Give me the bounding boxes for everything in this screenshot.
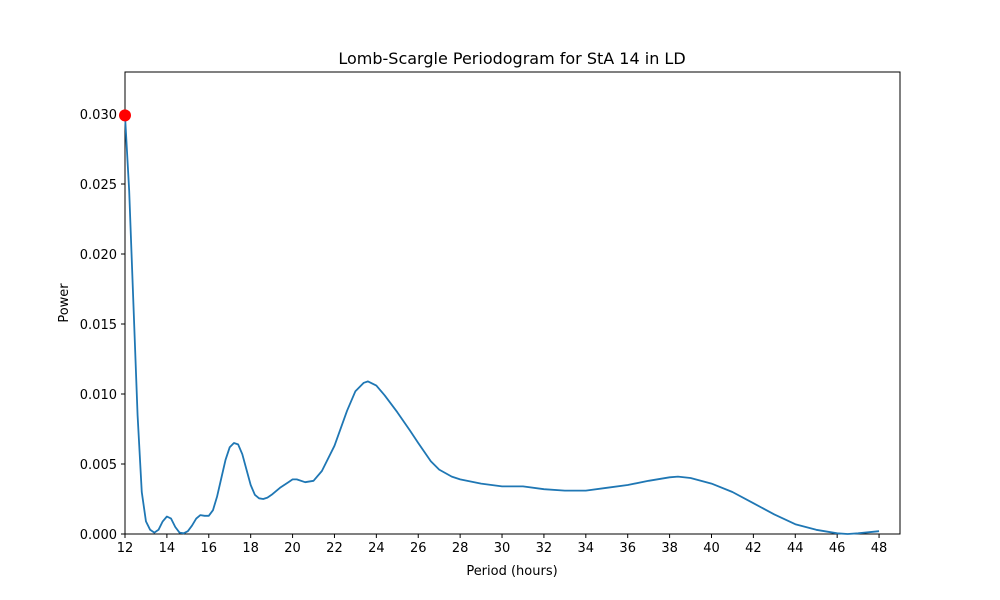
x-tick-label: 22 xyxy=(326,541,343,556)
y-tick-label: 0.010 xyxy=(80,388,117,403)
x-tick-label: 28 xyxy=(452,541,469,556)
y-tick-label: 0.030 xyxy=(80,108,117,123)
y-tick-label: 0.025 xyxy=(80,178,117,193)
x-tick-label: 40 xyxy=(703,541,720,556)
x-tick-label: 12 xyxy=(117,541,134,556)
x-axis-label: Period (hours) xyxy=(466,564,557,579)
y-tick-label: 0.005 xyxy=(80,458,117,473)
x-tick-label: 24 xyxy=(368,541,385,556)
x-tick-label: 38 xyxy=(661,541,678,556)
x-tick-label: 36 xyxy=(619,541,636,556)
x-tick-label: 32 xyxy=(536,541,553,556)
y-axis-label: Power xyxy=(57,283,72,323)
plot-area xyxy=(124,71,901,535)
y-tick-label: 0.000 xyxy=(80,528,117,543)
x-tick-label: 44 xyxy=(787,541,804,556)
x-tick-label: 14 xyxy=(159,541,176,556)
x-axis: 12 14 16 18 20 22 24 26 28 30 32 34 36 38 40 42 44 46 48 xyxy=(117,534,888,556)
x-tick-label: 30 xyxy=(494,541,511,556)
x-tick-label: 18 xyxy=(242,541,259,556)
peak-marker xyxy=(119,109,131,122)
x-tick-label: 34 xyxy=(578,541,595,556)
x-tick-label: 46 xyxy=(829,541,846,556)
x-tick-label: 26 xyxy=(410,541,427,556)
x-tick-label: 16 xyxy=(201,541,218,556)
chart-title: Lomb-Scargle Periodogram for StA 14 in L… xyxy=(338,49,685,68)
y-tick-label: 0.015 xyxy=(80,318,117,333)
y-axis: 0.000 0.005 0.010 0.015 0.020 0.025 0.030 xyxy=(80,108,125,543)
power-line xyxy=(124,115,880,535)
x-tick-label: 42 xyxy=(745,541,762,556)
x-tick-label: 48 xyxy=(871,541,888,556)
y-tick-label: 0.020 xyxy=(80,248,117,263)
plot-frame xyxy=(124,71,901,535)
x-tick-label: 20 xyxy=(284,541,301,556)
